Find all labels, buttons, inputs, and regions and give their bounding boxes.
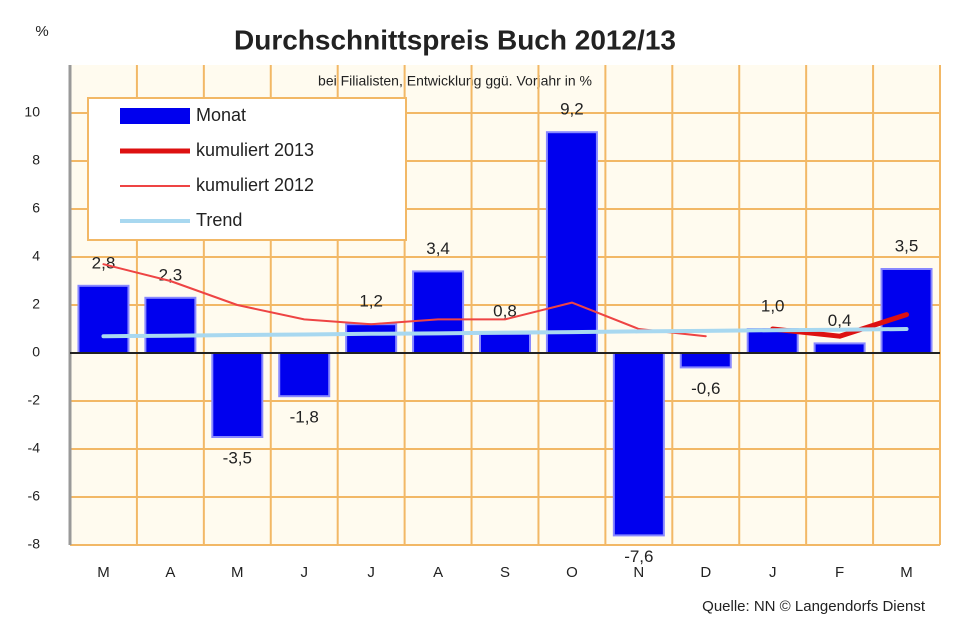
- data-label: -7,6: [624, 547, 653, 566]
- source: Quelle: NN © Langendorfs Dienst: [702, 598, 926, 615]
- data-label: 2,8: [92, 253, 116, 272]
- legend-label: kumuliert 2012: [196, 175, 314, 195]
- legend-label: kumuliert 2013: [196, 140, 314, 160]
- bar: [545, 131, 598, 354]
- y-tick-label: 0: [32, 344, 40, 360]
- chart-subtitle: bei Filialisten, Entwicklung ggü. Vorjah…: [318, 73, 592, 89]
- bar: [77, 284, 130, 354]
- y-tick-label: 4: [32, 248, 40, 264]
- x-tick-label: M: [900, 564, 913, 581]
- x-tick-label: M: [231, 564, 244, 581]
- y-tick-label: -4: [28, 440, 41, 456]
- y-tick-label: -8: [28, 536, 41, 552]
- line: [102, 263, 707, 338]
- x-tick-label: S: [500, 564, 510, 581]
- data-label: -0,6: [691, 379, 720, 398]
- x-tick-label: O: [566, 564, 578, 581]
- line: [101, 327, 909, 339]
- bar: [211, 352, 264, 438]
- bar: [412, 270, 465, 354]
- legend-label: Trend: [196, 210, 242, 230]
- y-tick-label: 10: [24, 104, 40, 120]
- y-tick-label: 8: [32, 152, 40, 168]
- data-label: -3,5: [223, 448, 252, 467]
- bar: [880, 268, 933, 354]
- x-tick-label: J: [769, 564, 777, 581]
- data-label: 0,8: [493, 301, 517, 320]
- bar: [813, 342, 866, 354]
- bar: [345, 323, 398, 355]
- bar: [679, 352, 732, 369]
- x-tick-label: A: [165, 564, 175, 581]
- data-label: 9,2: [560, 100, 584, 119]
- data-label: 3,4: [426, 239, 450, 258]
- x-tick-label: J: [367, 564, 375, 581]
- y-tick-label: 2: [32, 296, 40, 312]
- data-label: 3,5: [895, 236, 919, 255]
- legend-swatch: [120, 108, 190, 124]
- x-tick-label: D: [700, 564, 711, 581]
- data-label: 0,4: [828, 311, 852, 330]
- y-tick-label: -6: [28, 488, 41, 504]
- x-tick-label: J: [300, 564, 308, 581]
- bar: [144, 296, 197, 354]
- y-tick-label: 6: [32, 200, 40, 216]
- legend-label: Monat: [196, 105, 246, 125]
- x-tick-label: M: [97, 564, 110, 581]
- x-tick-label: N: [633, 564, 644, 581]
- data-label: 1,2: [359, 292, 383, 311]
- x-tick-label: A: [433, 564, 443, 581]
- bar: [479, 332, 531, 354]
- bar: [278, 352, 331, 398]
- x-tick-label: F: [835, 564, 844, 581]
- y-axis-label: %: [35, 23, 48, 40]
- data-label: -1,8: [290, 408, 319, 427]
- data-label: 1,0: [761, 296, 785, 315]
- chart-title: Durchschnittspreis Buch 2012/13: [234, 24, 676, 55]
- y-tick-label: -2: [28, 392, 41, 408]
- bar: [612, 352, 665, 537]
